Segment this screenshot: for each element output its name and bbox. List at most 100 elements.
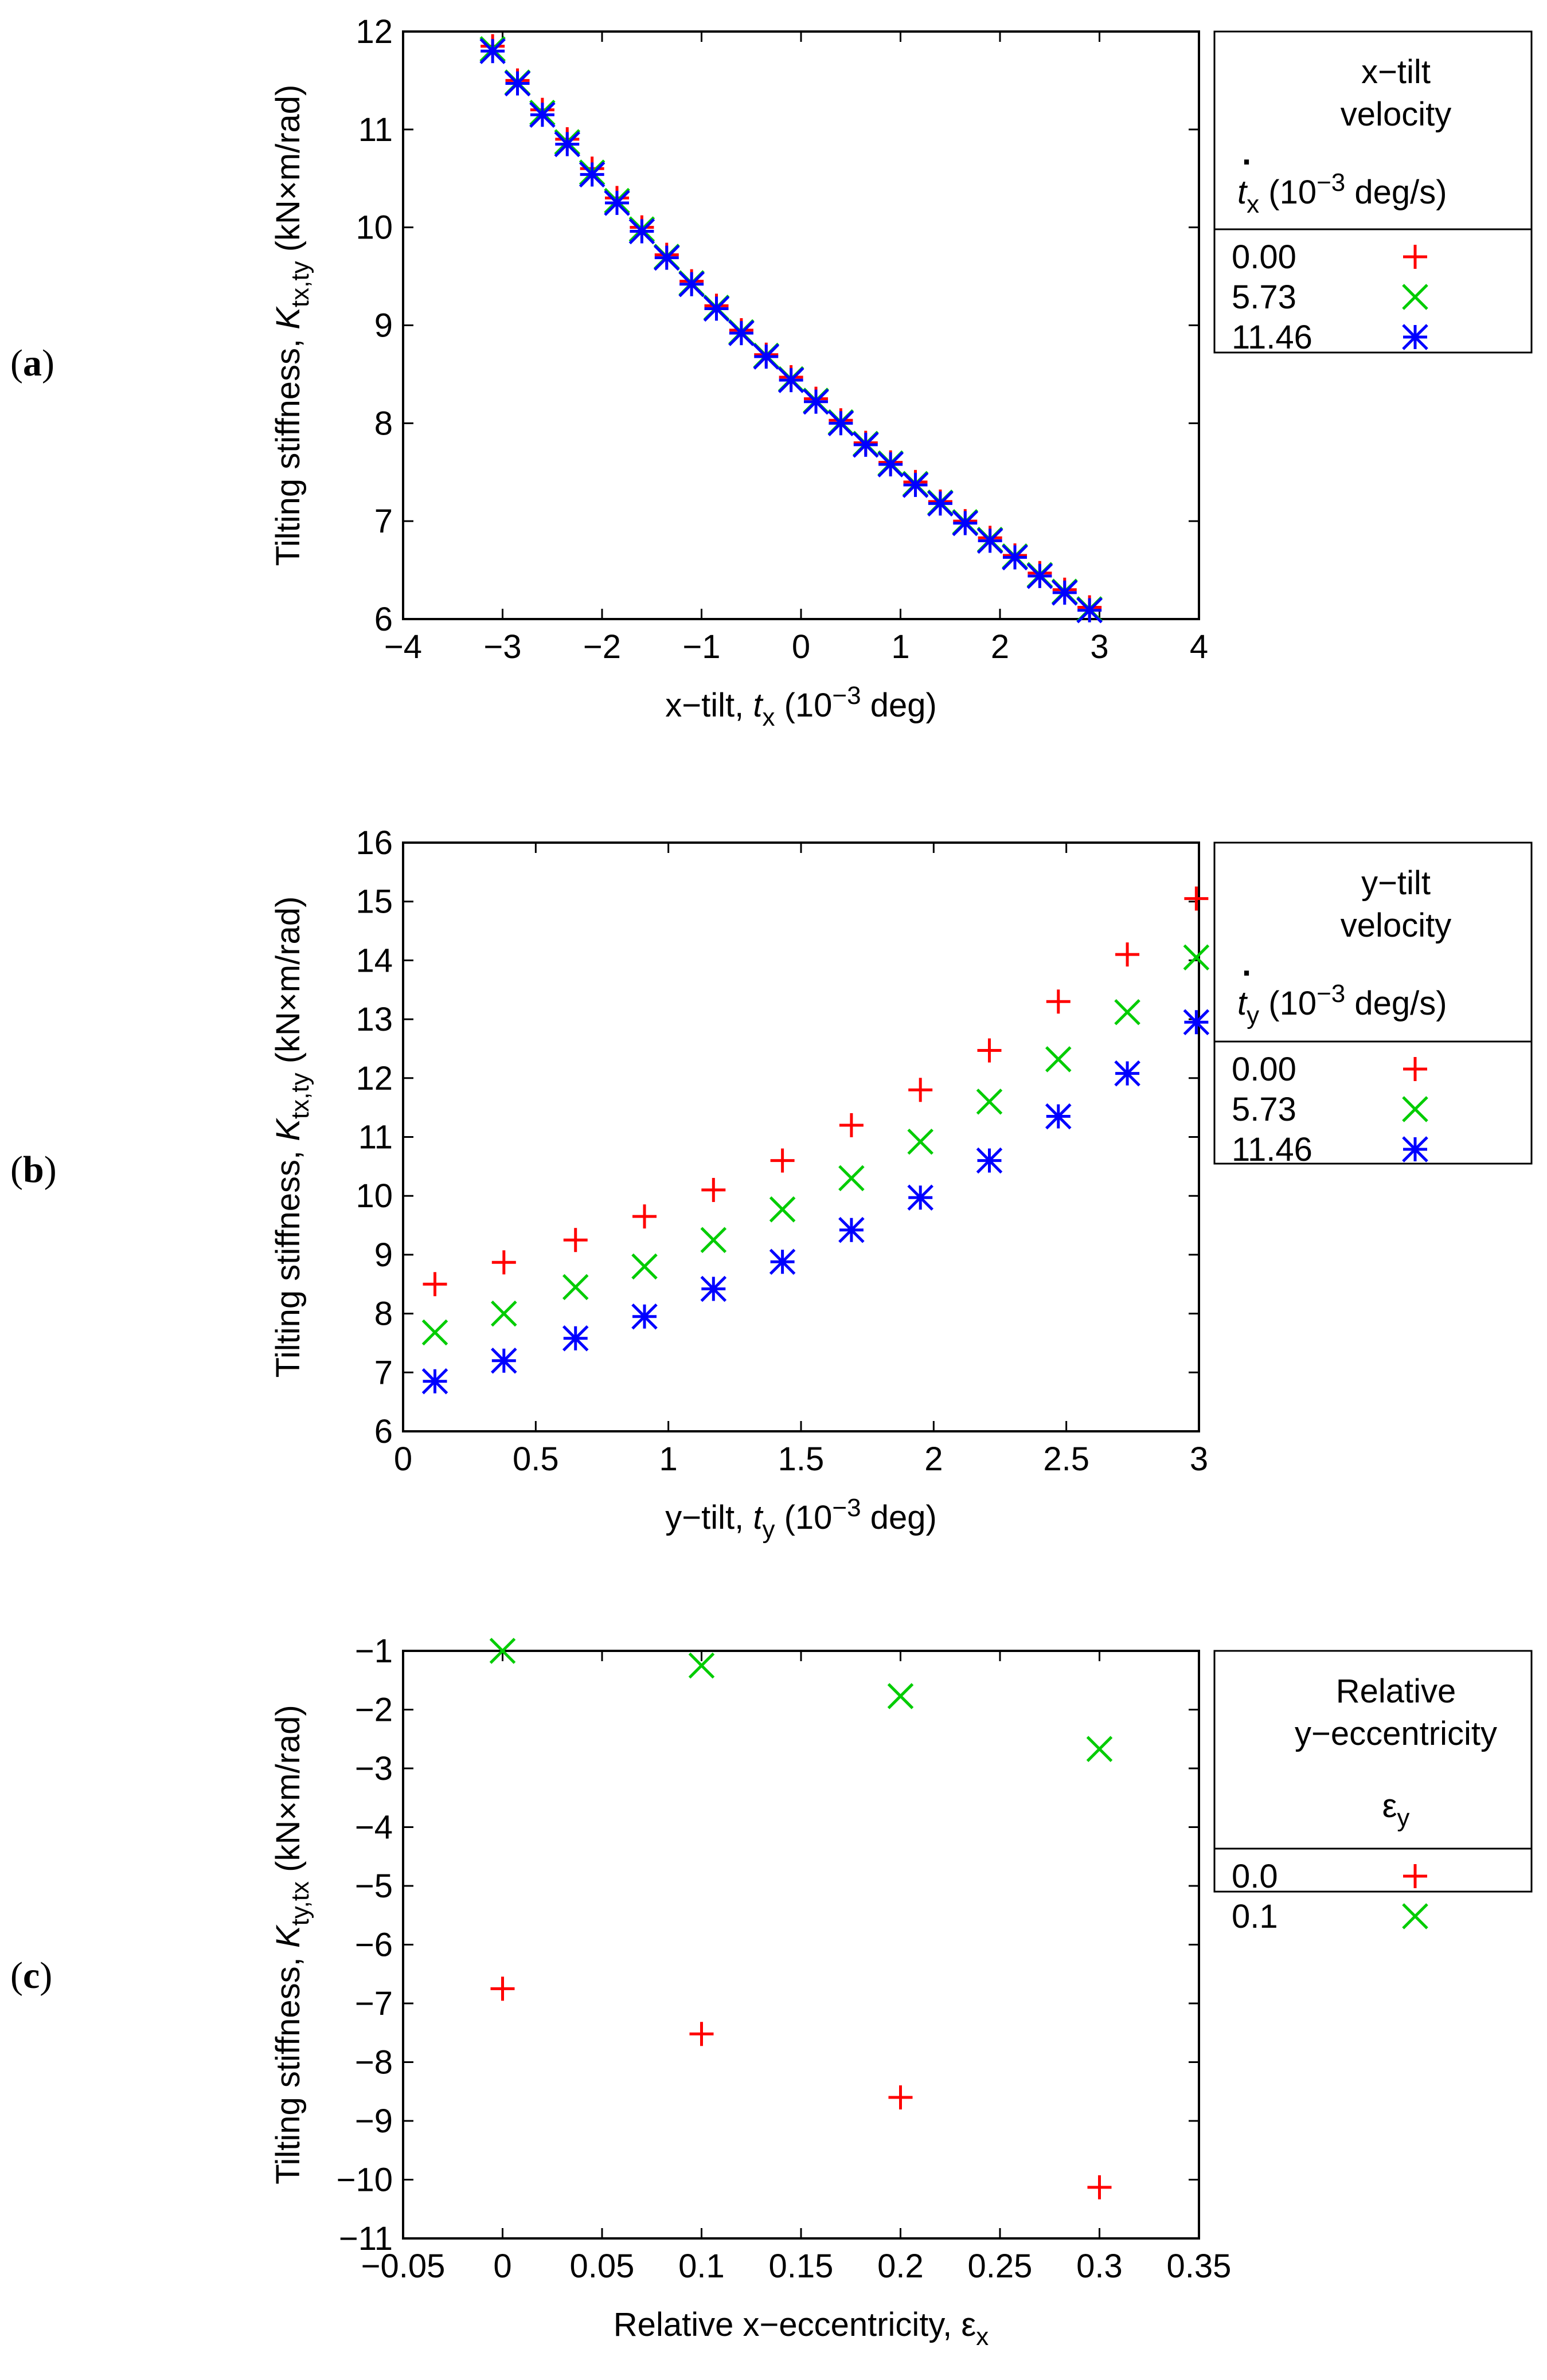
data-point [1184, 886, 1209, 911]
legend-title-line: x−tilt [1361, 53, 1431, 91]
series-11.46 [421, 1009, 1210, 1395]
panel-label-c: (c) [10, 1955, 52, 1997]
x-tick-label: 0.15 [769, 2248, 834, 2285]
x-tick-label: 0.5 [513, 1440, 559, 1478]
panel-label-b: (b) [10, 1149, 57, 1191]
legend-marker [1403, 245, 1427, 269]
series-0.00 [423, 886, 1209, 1297]
legend-title-line: y−eccentricity [1295, 1715, 1497, 1752]
data-point [1183, 944, 1210, 971]
data-point [1087, 2175, 1112, 2199]
data-point [907, 1128, 933, 1155]
data-point [827, 410, 854, 437]
legend-marker [1403, 1864, 1427, 1888]
legend-entry-label: 11.46 [1232, 319, 1312, 356]
data-point [778, 367, 804, 393]
data-point [700, 1227, 727, 1253]
y-tick-label: 7 [374, 503, 393, 540]
data-point [479, 38, 506, 64]
x-tick-label: 0.1 [678, 2248, 725, 2285]
data-point [688, 1652, 715, 1679]
legend-marker [1402, 1096, 1428, 1122]
data-point [769, 1196, 796, 1223]
x-tick-label: 0.3 [1076, 2248, 1123, 2285]
series-0.1 [489, 1638, 1113, 1762]
data-point [421, 1368, 448, 1395]
data-point [703, 295, 730, 322]
data-point [489, 1638, 516, 1664]
data-point [654, 244, 680, 271]
x-tick-label: 1 [891, 628, 909, 666]
y-tick-label: 7 [374, 1354, 393, 1391]
legend-entry-label: 0.0 [1232, 1858, 1278, 1895]
data-point [908, 1078, 933, 1102]
x-axis-label: y−tilt, ty (10−3 deg) [665, 1494, 937, 1544]
data-point [888, 2085, 913, 2109]
y-tick-label: −11 [339, 2220, 393, 2257]
data-point [1076, 597, 1103, 624]
x-tick-label: 3 [1090, 628, 1108, 666]
data-point [678, 271, 705, 298]
legend-title-line: velocity [1341, 96, 1451, 133]
y-tick-label: −5 [355, 1868, 393, 1905]
data-point [839, 1113, 864, 1137]
data-point [902, 472, 929, 498]
legend-box [1213, 841, 1533, 1165]
y-tick-label: 10 [356, 209, 393, 246]
y-tick-label: 6 [374, 601, 393, 638]
legend-box [1213, 30, 1533, 354]
y-tick-label: 9 [374, 307, 393, 345]
series-0.0 [490, 1976, 1112, 2199]
legend-entry-label: 5.73 [1232, 1091, 1296, 1128]
data-point [421, 1319, 448, 1346]
y-tick-label: 12 [356, 1060, 393, 1097]
legend-dot: . [1242, 135, 1251, 172]
legend-marker [1403, 1057, 1427, 1081]
data-point [1114, 1060, 1140, 1087]
data-point [803, 388, 829, 415]
data-point [927, 490, 954, 517]
legend: x−tilt velocity.tx (10−3 deg/s) 0.005.7311… [1213, 30, 1533, 356]
data-point [700, 1275, 727, 1302]
data-point [838, 1165, 865, 1192]
data-point [753, 343, 780, 370]
x-tick-label: 0 [792, 628, 810, 666]
y-tick-label: 15 [356, 883, 393, 921]
y-tick-label: 12 [356, 13, 393, 50]
data-point [689, 2022, 714, 2046]
data-point [491, 1300, 517, 1327]
legend-marker [1402, 284, 1428, 310]
y-tick-label: 6 [374, 1413, 393, 1450]
series-0.00 [480, 34, 1102, 620]
series-5.73 [421, 944, 1210, 1346]
plot-frame [402, 30, 1200, 620]
plot-frame [402, 1650, 1200, 2240]
data-point [1046, 989, 1071, 1014]
chart-c: −0.05 0 0.05 0.1 0.15 0.2 0.25 0.3 0.35 −11 −10 −9 −… [269, 1633, 1533, 2351]
data-point [423, 1272, 447, 1297]
data-point [631, 1253, 658, 1280]
y-tick-label: −9 [355, 2103, 393, 2140]
x-tick-label: 4 [1190, 628, 1208, 666]
y-axis-label: Tilting stiffness, Ktx,ty (kN×m/rad) [269, 897, 314, 1378]
data-point [491, 1347, 517, 1374]
x-tick-label: 2 [924, 1440, 943, 1478]
data-point [604, 190, 630, 216]
data-point [976, 1147, 1003, 1174]
legend-box [1213, 1650, 1533, 1893]
y-tick-label: 11 [358, 1119, 393, 1156]
x-tick-label: 1.5 [778, 1440, 825, 1478]
legend-title-line: velocity [1341, 907, 1451, 944]
data-point [976, 527, 1003, 554]
y-tick-label: −7 [355, 1985, 393, 2022]
y-tick-label: −2 [355, 1692, 393, 1729]
x-tick-label: −2 [583, 628, 621, 666]
legend-title-line: y−tilt [1361, 864, 1431, 902]
x-tick-label: 0.05 [570, 2248, 635, 2285]
data-point [701, 1177, 726, 1202]
x-tick-label: 0.25 [968, 2248, 1033, 2285]
data-point [853, 432, 879, 458]
data-point [728, 320, 755, 346]
